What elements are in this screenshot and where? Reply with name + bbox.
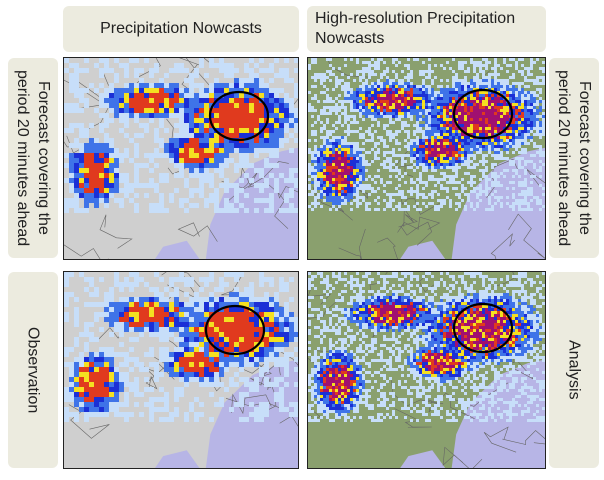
highlight-circle	[452, 88, 514, 140]
map-nowcast-forecast	[63, 57, 299, 260]
precipitation-layer	[308, 58, 545, 211]
sea-area	[155, 450, 200, 468]
sea-area	[400, 450, 446, 468]
highlight-circle	[452, 302, 514, 354]
column-header-label: Precipitation Nowcasts	[100, 20, 262, 37]
column-header-label: High-resolution Precipitation Nowcasts	[315, 10, 516, 47]
row-label-text: Analysis	[565, 340, 583, 400]
row-label-text: Forecast covering the period 20 minutes …	[14, 69, 52, 247]
map-highres-analysis	[307, 271, 546, 469]
row-label-analysis: Analysis	[549, 272, 599, 468]
row-label-observation: Observation	[8, 272, 58, 468]
highlight-circle	[208, 90, 270, 142]
map-nowcast-observation	[63, 271, 299, 469]
column-header-high-resolution-nowcasts: High-resolution Precipitation Nowcasts	[307, 6, 546, 52]
map-svg	[64, 58, 298, 259]
map-svg	[308, 58, 545, 259]
map-svg	[64, 272, 298, 468]
row-label-text: Observation	[24, 326, 42, 414]
precipitation-layer	[64, 58, 298, 213]
highlight-circle	[204, 304, 266, 356]
map-svg	[308, 272, 545, 468]
precipitation-layer	[64, 272, 298, 422]
row-label-text: Forecast covering the period 20 minutes …	[555, 69, 593, 247]
column-header-precipitation-nowcasts: Precipitation Nowcasts	[63, 6, 299, 52]
row-label-forecast-right: Forecast covering the period 20 minutes …	[549, 58, 599, 258]
map-highres-forecast	[307, 57, 546, 260]
sea-area	[155, 240, 200, 259]
sea-area	[205, 147, 298, 259]
precipitation-layer	[308, 272, 545, 422]
sea-area	[451, 147, 545, 259]
sea-area	[400, 240, 446, 259]
row-label-forecast-left: Forecast covering the period 20 minutes …	[8, 58, 58, 258]
